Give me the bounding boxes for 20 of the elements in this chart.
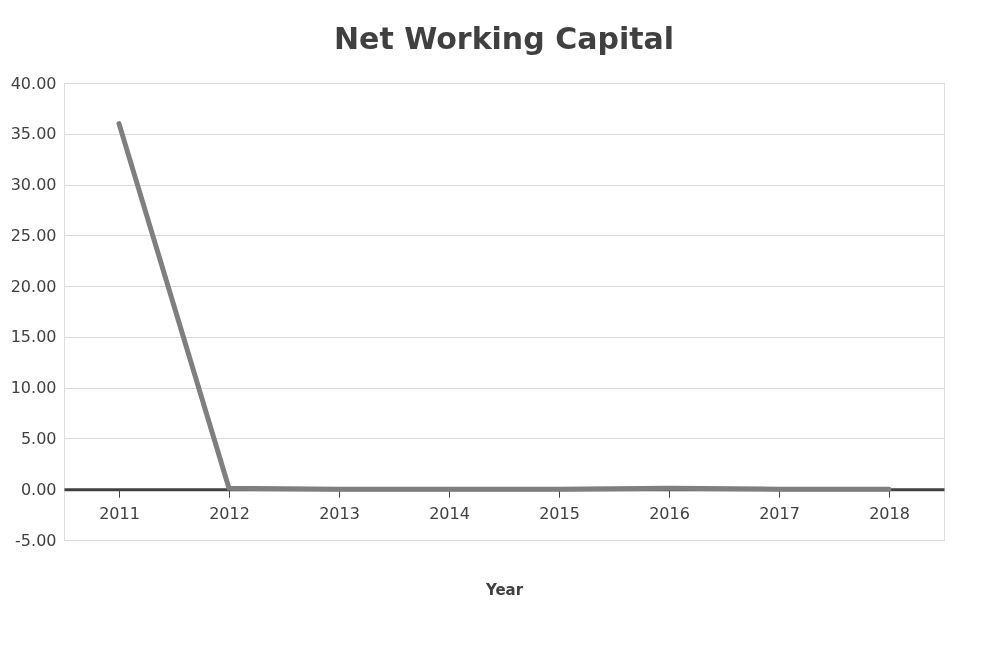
y-tick-label: 40.00 — [10, 73, 57, 93]
x-tick-label: 2011 — [99, 503, 140, 523]
x-tick-label: 2014 — [429, 503, 470, 523]
x-tick-label: 2018 — [869, 503, 910, 523]
y-tick-label: 0.00 — [20, 479, 57, 499]
x-tick-label: 2017 — [759, 503, 800, 523]
y-tick-label: 20.00 — [10, 276, 57, 296]
y-tick-label: 15.00 — [10, 327, 57, 347]
x-tick-label: 2016 — [649, 503, 690, 523]
y-tick-label: 5.00 — [20, 428, 57, 448]
y-tick-label: 35.00 — [10, 124, 57, 144]
y-tick-label: 25.00 — [10, 225, 57, 245]
x-tick-label: 2012 — [209, 503, 250, 523]
y-tick-label: 30.00 — [10, 175, 57, 195]
y-tick-label: -5.00 — [15, 530, 57, 550]
x-tick-label: 2015 — [539, 503, 580, 523]
y-tick-label: 10.00 — [10, 378, 57, 398]
chart-title: Net Working Capital — [333, 21, 675, 56]
x-tick-label: 2013 — [319, 503, 360, 523]
x-axis-title: Year — [484, 580, 524, 599]
